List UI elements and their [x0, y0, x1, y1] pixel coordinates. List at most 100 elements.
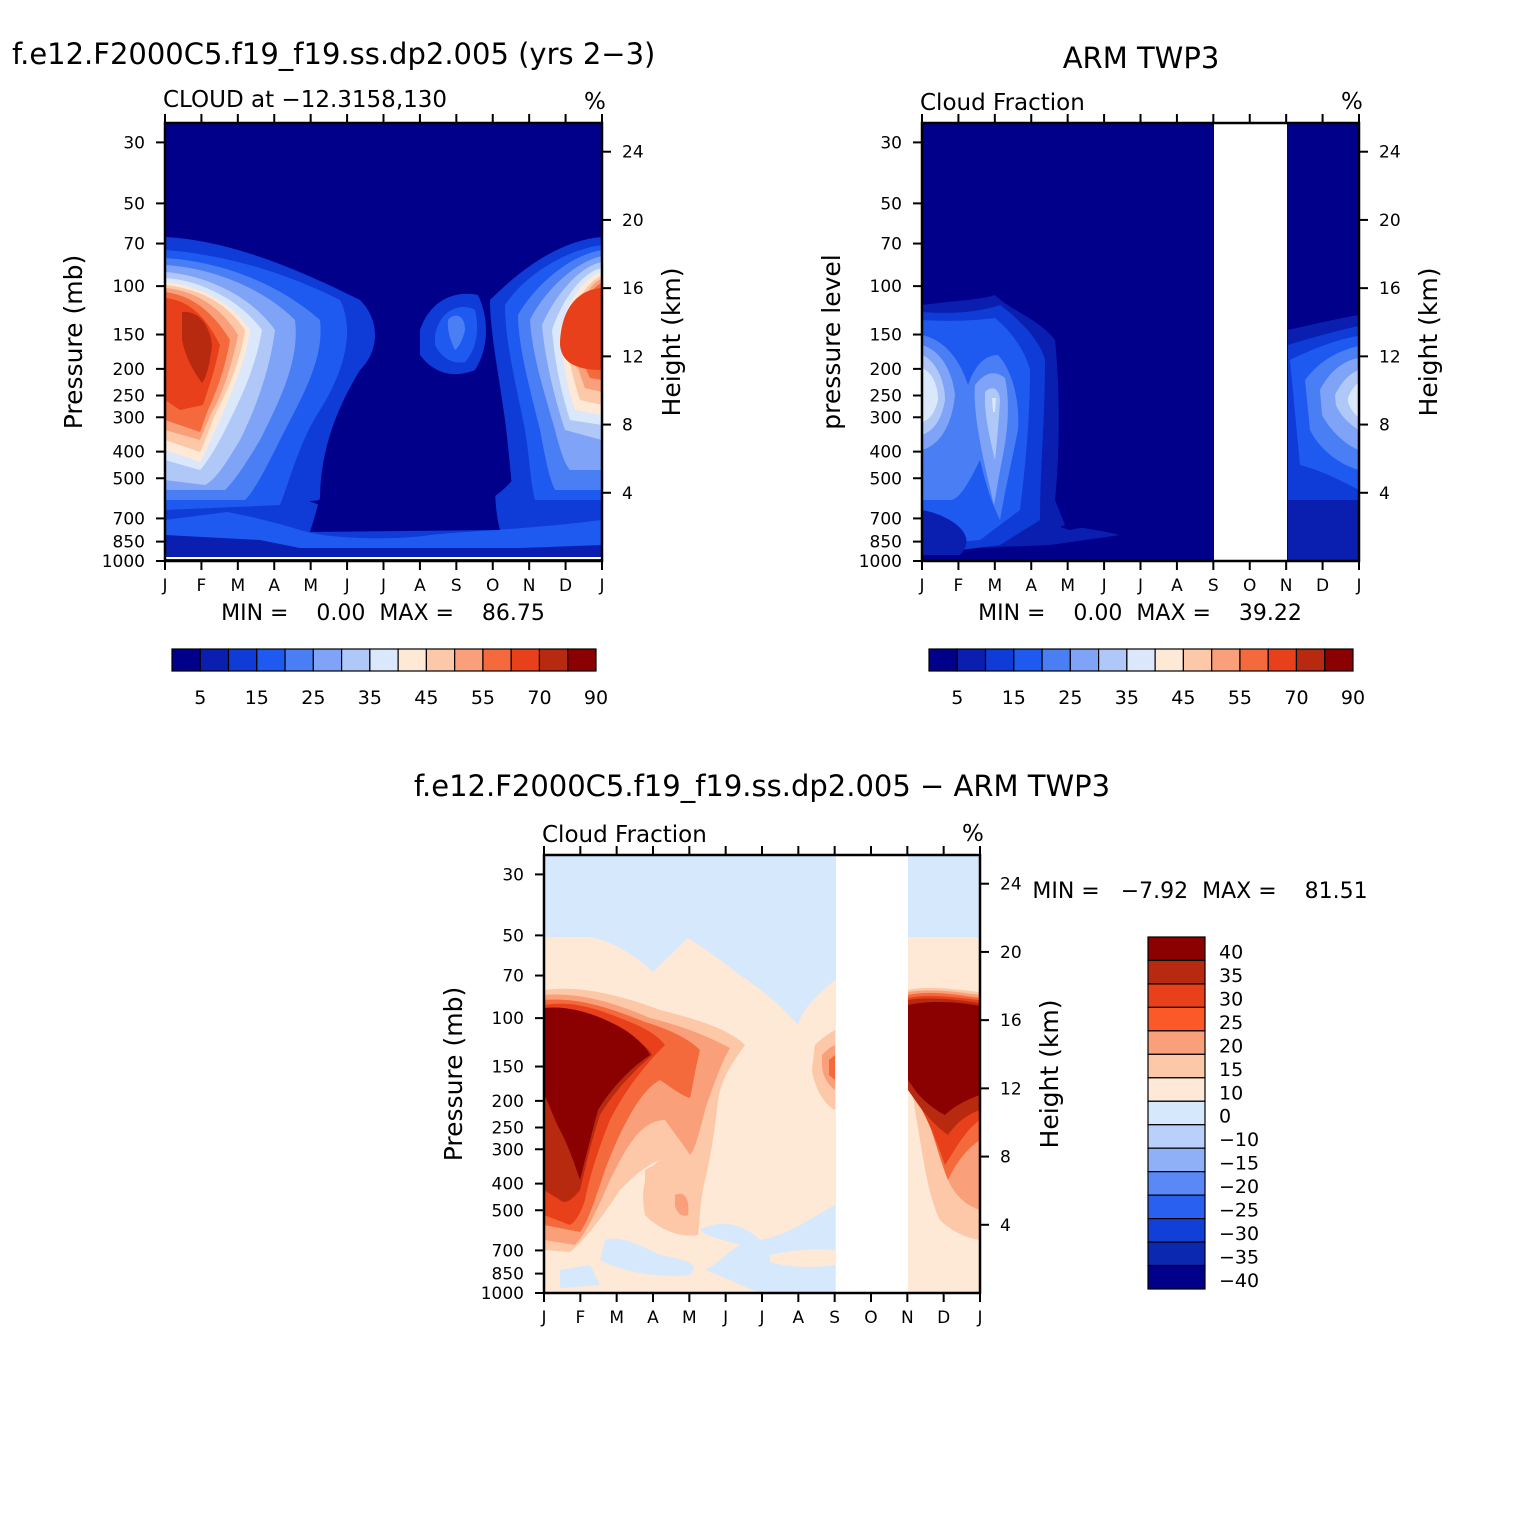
diff-title: f.e12.F2000C5.f19_f19.ss.dp2.005 − ARM T… — [414, 769, 1110, 803]
obs-title: ARM TWP3 — [1063, 41, 1220, 75]
y-tick-label: 250 — [870, 387, 902, 407]
colorbar-label: 25 — [1219, 1012, 1243, 1034]
x-tick-label: J — [918, 576, 924, 596]
colorbar-swatch — [510, 648, 541, 672]
diff-ylabel-left: Pressure (mb) — [439, 987, 468, 1161]
colorbar-swatch — [256, 648, 286, 672]
x-tick-label: M — [609, 1308, 624, 1328]
y-right-tick-label: 20 — [622, 211, 644, 231]
y-tick-label: 500 — [492, 1201, 524, 1221]
x-tick-label: A — [1171, 576, 1183, 596]
y-tick-label: 850 — [492, 1265, 524, 1285]
y-tick-label: 500 — [113, 469, 145, 489]
y-right-tick-label: 24 — [1000, 875, 1022, 895]
colorbar-swatch — [341, 648, 371, 672]
y-tick-label: 250 — [113, 387, 145, 407]
colorbar-swatch — [1267, 648, 1298, 672]
colorbar-swatch — [1147, 1124, 1206, 1149]
colorbar-swatch — [284, 648, 314, 672]
obs-ylabel-right: Height (km) — [1414, 268, 1443, 417]
y-tick-label: 30 — [502, 865, 524, 885]
colorbar-swatch — [1147, 1053, 1206, 1079]
x-tick-label: O — [864, 1308, 877, 1328]
y-tick-label: 200 — [492, 1092, 524, 1112]
y-right-tick-label: 12 — [1379, 347, 1401, 367]
x-tick-label: F — [954, 576, 964, 596]
x-tick-label: A — [793, 1308, 805, 1328]
x-tick-label: J — [598, 576, 604, 596]
diff-left-title: Cloud Fraction — [542, 822, 707, 848]
colorbar-swatch — [1097, 648, 1128, 672]
y-tick-label: 850 — [870, 533, 902, 553]
colorbar-label: −20 — [1219, 1176, 1259, 1198]
colorbar-label: 20 — [1219, 1035, 1243, 1057]
y-tick-label: 50 — [502, 926, 524, 946]
colorbar-swatch — [199, 648, 230, 672]
y-tick-label: 150 — [113, 326, 145, 346]
colorbar-swatch — [567, 648, 597, 672]
colorbar-label: 35 — [1219, 965, 1243, 987]
colorbar-label: 40 — [1219, 941, 1243, 963]
colorbar-label: 45 — [414, 687, 438, 709]
y-tick-label: 70 — [123, 235, 145, 255]
colorbar-label: 55 — [1228, 687, 1252, 709]
colorbar-label: −15 — [1219, 1153, 1259, 1175]
x-tick-label: M — [230, 576, 245, 596]
y-tick-label: 250 — [492, 1119, 524, 1139]
y-right-tick-label: 20 — [1379, 211, 1401, 231]
x-tick-label: O — [486, 576, 499, 596]
y-right-tick-label: 24 — [622, 143, 644, 163]
y-tick-label: 400 — [870, 443, 902, 463]
colorbar-swatch — [1147, 1171, 1206, 1196]
x-tick-label: J — [1355, 576, 1361, 596]
colorbar-swatch — [1295, 648, 1326, 672]
colorbar-label: 70 — [527, 687, 551, 709]
x-tick-label: S — [1208, 576, 1219, 596]
y-tick-label: 1000 — [102, 552, 145, 572]
colorbar-swatch — [1211, 648, 1241, 672]
colorbar-swatch — [454, 648, 484, 672]
y-tick-label: 1000 — [859, 552, 902, 572]
y-right-tick-label: 4 — [1379, 484, 1390, 504]
colorbar-label: 10 — [1219, 1082, 1243, 1104]
y-tick-label: 850 — [113, 533, 145, 553]
obs-contour-field — [922, 123, 1359, 561]
colorbar-label: 35 — [1115, 687, 1139, 709]
y-tick-label: 700 — [870, 509, 902, 529]
colorbar-label: 70 — [1284, 687, 1308, 709]
colorbar-label: 15 — [1002, 687, 1026, 709]
y-tick-label: 300 — [492, 1140, 524, 1160]
colorbar-swatch — [1154, 648, 1184, 672]
colorbar-label: 90 — [1341, 687, 1365, 709]
colorbar-swatch — [1147, 1241, 1206, 1267]
diff-minmax: MIN = −7.92 MAX = 81.51 — [1032, 879, 1367, 904]
colorbar-label: −25 — [1219, 1200, 1259, 1222]
colorbar-swatch — [397, 648, 427, 672]
colorbar-label: 5 — [194, 687, 206, 709]
model-unit: % — [584, 89, 606, 115]
colorbar-swatch — [956, 648, 987, 672]
colorbar-swatch — [1324, 648, 1354, 672]
colorbar-label: 25 — [1058, 687, 1082, 709]
x-tick-label: M — [987, 576, 1002, 596]
y-right-tick-label: 16 — [622, 279, 644, 299]
x-tick-label: J — [380, 576, 386, 596]
colorbar-label: 55 — [471, 687, 495, 709]
colorbar-swatch — [1182, 648, 1213, 672]
colorbar-label: 15 — [1219, 1059, 1243, 1081]
x-tick-label: J — [1137, 576, 1143, 596]
model-left-title: CLOUD at −12.3158,130 — [163, 87, 447, 113]
x-tick-label: D — [937, 1308, 950, 1328]
colorbar-label: 45 — [1171, 687, 1195, 709]
x-tick-label: M — [682, 1308, 697, 1328]
y-tick-label: 30 — [880, 133, 902, 153]
model-title: f.e12.F2000C5.f19_f19.ss.dp2.005 (yrs 2−… — [12, 37, 655, 71]
y-right-tick-label: 12 — [622, 347, 644, 367]
x-tick-label: A — [1025, 576, 1037, 596]
colorbar-swatch — [171, 648, 201, 672]
colorbar-label: 25 — [301, 687, 325, 709]
model-ylabel-left: Pressure (mb) — [59, 255, 88, 429]
